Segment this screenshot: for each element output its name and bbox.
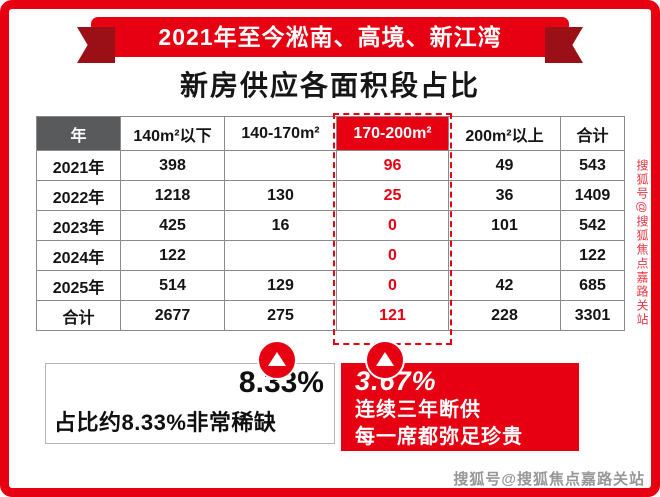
table-row: 合计 2677 275 121 228 3301	[36, 300, 625, 331]
col-header: 合计	[560, 116, 625, 151]
page-title: 新房供应各面积段占比	[179, 70, 480, 101]
row-label: 2021年	[36, 150, 121, 181]
cell: 0	[336, 210, 449, 241]
cell: 685	[560, 270, 625, 301]
cell	[224, 150, 337, 181]
cell: 36	[448, 180, 561, 211]
col-header: 140m²以下	[120, 116, 225, 151]
banner-title: 2021年至今淞南、高境、新江湾	[158, 24, 502, 50]
col-header: 170-200m²	[336, 116, 449, 151]
cell: 2677	[120, 300, 225, 331]
shortage-line1: 连续三年断供	[355, 399, 481, 421]
row-label: 2025年	[36, 270, 121, 301]
cell: 42	[448, 270, 561, 301]
cell: 0	[336, 240, 449, 271]
up-triangle-icon	[376, 352, 394, 366]
cell: 0	[336, 270, 449, 301]
cell: 542	[560, 210, 625, 241]
cell: 96	[336, 150, 449, 181]
row-label: 2024年	[36, 240, 121, 271]
cell: 129	[224, 270, 337, 301]
table-row: 2021年 398 96 49 543	[36, 150, 625, 181]
col-header: 140-170m²	[224, 116, 337, 151]
up-arrow-icon	[365, 340, 405, 380]
scarcity-caption: 占比约8.33%非常稀缺	[54, 410, 277, 435]
cell: 25	[336, 180, 449, 211]
col-header-year: 年	[36, 116, 121, 151]
table-row: 2024年 122 0 122	[36, 240, 625, 271]
cell: 49	[448, 150, 561, 181]
cell: 130	[224, 180, 337, 211]
row-label: 2023年	[36, 210, 121, 241]
cell: 425	[120, 210, 225, 241]
col-header: 200m²以上	[448, 116, 561, 151]
table-row: 2022年 1218 130 25 36 1409	[36, 180, 625, 211]
cell	[224, 240, 337, 271]
callout-scarcity: 8.33% 占比约8.33%非常稀缺	[45, 363, 335, 444]
cell: 514	[120, 270, 225, 301]
cell	[448, 240, 561, 271]
cell: 1218	[120, 180, 225, 211]
cell: 3301	[560, 300, 625, 331]
cell: 121	[336, 300, 449, 331]
cell: 275	[224, 300, 337, 331]
cell: 122	[560, 240, 625, 271]
banner-ribbon: 2021年至今淞南、高境、新江湾	[91, 17, 569, 57]
cell: 101	[448, 210, 561, 241]
row-label: 合计	[36, 300, 121, 331]
cell: 1409	[560, 180, 625, 211]
up-triangle-icon	[268, 352, 286, 366]
up-arrow-icon	[257, 340, 297, 380]
table-row: 2023年 425 16 0 101 542	[36, 210, 625, 241]
watermark-vertical-text: 搜狐号@搜狐焦点嘉路关站	[635, 159, 649, 328]
cell: 122	[120, 240, 225, 271]
supply-table: 年 140m²以下 140-170m² 170-200m² 200m²以上 合计 2021年…	[36, 116, 625, 331]
cell: 398	[120, 150, 225, 181]
table-row: 2025年 514 129 0 42 685	[36, 270, 625, 301]
cell: 543	[560, 150, 625, 181]
shortage-line2: 每一席都弥足珍贵	[355, 426, 523, 448]
cell: 16	[224, 210, 337, 241]
cell: 228	[448, 300, 561, 331]
watermark-text: 搜狐号@搜狐焦点嘉路关站	[453, 471, 645, 488]
row-label: 2022年	[36, 180, 121, 211]
